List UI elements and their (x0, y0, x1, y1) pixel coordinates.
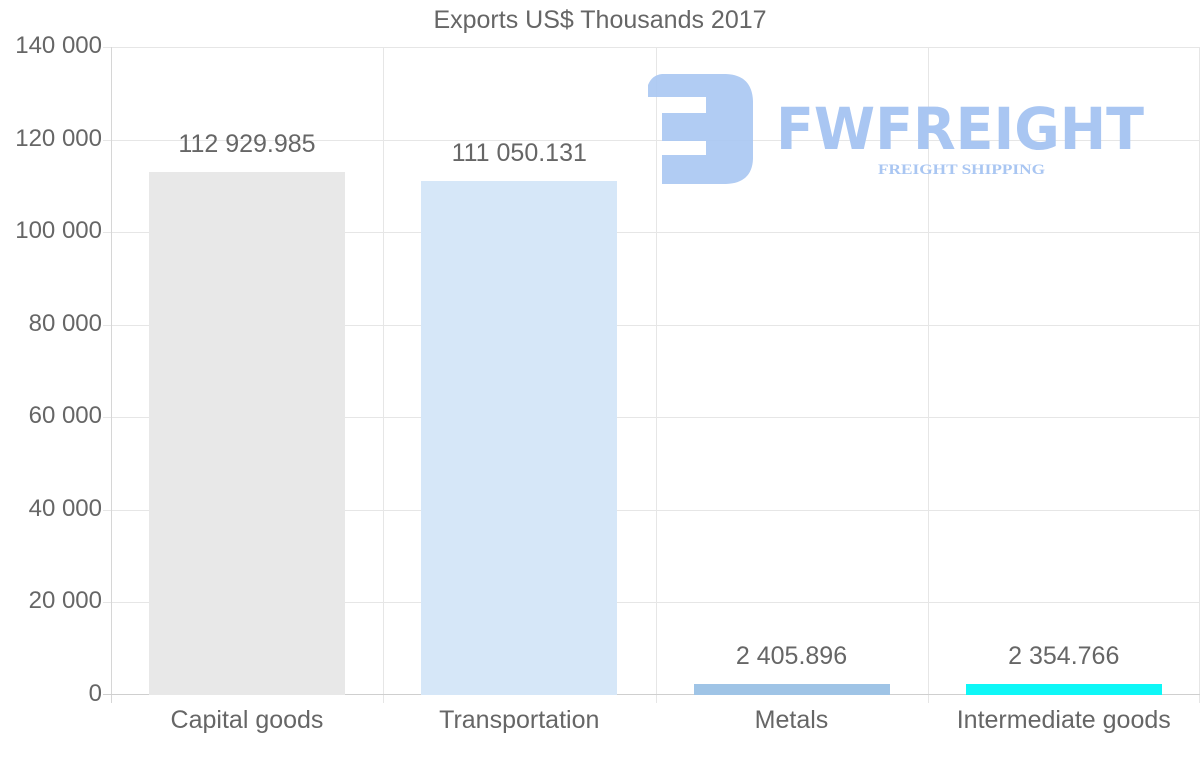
y-tick-label: 20 000 (28, 587, 102, 615)
y-axis-line (111, 47, 112, 703)
gridline-horizontal (103, 602, 1200, 604)
bar-value-label: 2 354.766 (1008, 642, 1120, 671)
bar-metals[interactable] (693, 683, 890, 695)
x-tick-label: Transportation (439, 706, 600, 734)
chart-title: Exports US$ Thousands 2017 (433, 6, 767, 34)
bar-transportation[interactable] (421, 181, 618, 695)
gridline-horizontal (103, 509, 1200, 511)
gridline-horizontal (103, 47, 1200, 48)
y-tick-label: 120 000 (15, 124, 102, 152)
x-tick-label: Capital goods (170, 706, 324, 734)
y-tick-label: 60 000 (28, 402, 102, 430)
gridline-horizontal (103, 417, 1200, 419)
y-tick-label: 0 (88, 680, 102, 707)
y-tick-label: 40 000 (28, 494, 102, 522)
y-tick-label: 100 000 (15, 217, 102, 245)
plot-area: 112 929.985 111 050.131 2 405.896 2 354.766 (103, 47, 1200, 703)
bar-value-label: 112 929.985 (178, 130, 316, 159)
y-tick-label: 140 000 (15, 32, 102, 59)
x-tick-label: Metals (754, 706, 829, 734)
gridline-horizontal (103, 324, 1200, 326)
gridline-vertical (383, 47, 385, 703)
bar-capital-goods[interactable] (149, 172, 346, 695)
x-axis-line (103, 694, 1200, 695)
bar-value-label: 111 050.131 (451, 138, 587, 167)
gridline-horizontal (103, 232, 1200, 234)
gridline-vertical (927, 47, 929, 703)
bar-intermediate-goods[interactable] (965, 684, 1162, 695)
x-tick-label: Intermediate goods (956, 706, 1171, 734)
bar-value-label: 2 405.896 (735, 641, 848, 670)
gridline-vertical (655, 47, 657, 703)
y-tick-label: 80 000 (28, 309, 102, 337)
